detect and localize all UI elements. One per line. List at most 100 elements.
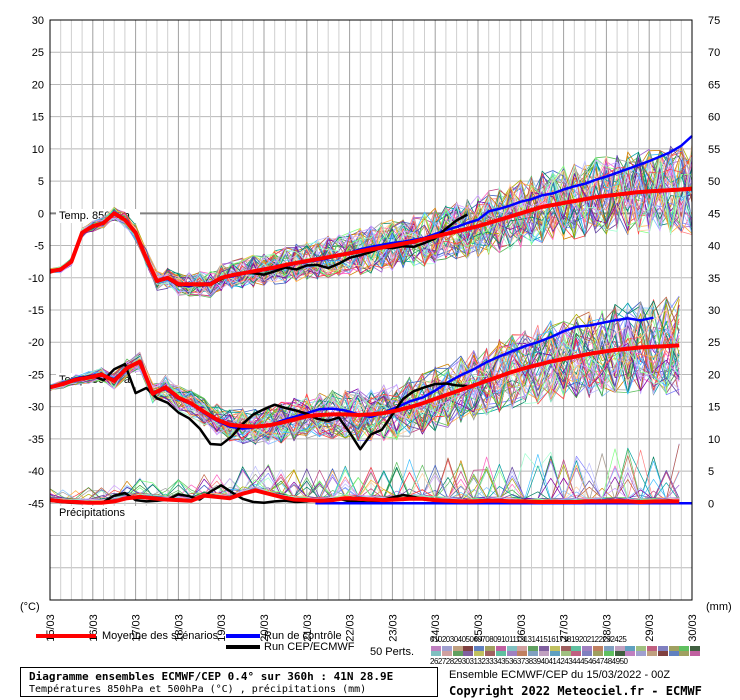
- member-swatch: [647, 651, 657, 656]
- legend-control-swatch: [226, 634, 260, 638]
- main-series: [49, 135, 693, 505]
- member-swatch: [549, 646, 560, 651]
- member-precip-line: [49, 476, 680, 502]
- legend-run-label: Run CEP/ECMWF: [264, 641, 355, 653]
- x-tick-label: 17/03: [131, 614, 143, 642]
- member-swatch: [668, 646, 679, 651]
- member-swatch: [679, 651, 690, 656]
- member-swatch: [647, 646, 657, 651]
- right-tick-label: 30: [708, 305, 720, 317]
- x-tick-label: 29/03: [644, 614, 656, 642]
- copyright: Copyright 2022 Meteociel.fr - ECMWF: [449, 684, 702, 698]
- chart-title: Diagramme ensembles ECMWF/CEP 0.4° sur 3…: [29, 670, 394, 683]
- member-swatch: [636, 646, 647, 651]
- left-tick-label: -45: [28, 498, 44, 510]
- left-tick-label: 5: [38, 176, 44, 188]
- left-tick-label: 10: [32, 144, 44, 156]
- member-swatch: [528, 646, 539, 651]
- run-t500-line: [49, 362, 468, 451]
- legend-mean-swatch: [36, 634, 96, 638]
- x-tick-label: 23/03: [387, 614, 399, 642]
- mean-precip-line: [49, 488, 680, 505]
- member-swatch: [441, 651, 452, 656]
- member-swatch: [593, 651, 603, 656]
- member-swatch: [614, 646, 625, 651]
- member-swatch: [517, 646, 528, 651]
- source-line: Ensemble ECMWF/CEP du 15/03/2022 - 00Z: [449, 669, 671, 681]
- right-tick-label: 70: [708, 47, 720, 59]
- member-swatch: [431, 646, 441, 651]
- member-swatch: [452, 651, 463, 656]
- member-swatch: [625, 651, 636, 656]
- perturbations-label: 50 Perts.: [370, 646, 415, 658]
- member-swatch: [668, 651, 679, 656]
- member-numbers-row2: 2627282930313233343536373839404142434445…: [430, 657, 628, 666]
- right-tick-label: 75: [708, 15, 720, 27]
- left-unit-label: (°C): [20, 601, 40, 613]
- member-t850-line: [49, 156, 693, 294]
- left-tick-label: 25: [32, 47, 44, 59]
- left-tick-label: 30: [32, 15, 44, 27]
- x-tick-label: 18/03: [173, 614, 185, 642]
- chart-title-box: Diagramme ensembles ECMWF/CEP 0.4° sur 3…: [20, 667, 438, 697]
- x-tick-label: 24/03: [430, 614, 442, 642]
- x-tick-label: 27/03: [559, 614, 571, 642]
- member-swatch: [474, 646, 485, 651]
- x-tick-label: 26/03: [516, 614, 528, 642]
- right-tick-label: 45: [708, 208, 720, 220]
- right-tick-label: 20: [708, 369, 720, 381]
- member-swatch: [549, 651, 560, 656]
- x-tick-label: 30/03: [687, 614, 699, 642]
- member-swatch: [485, 651, 495, 656]
- member-swatch: [593, 646, 603, 651]
- right-tick-label: 5: [708, 466, 714, 478]
- x-tick-label: 25/03: [473, 614, 485, 642]
- mean-t500-line: [49, 343, 680, 429]
- left-tick-label: -20: [28, 337, 44, 349]
- member-t500-line: [49, 332, 680, 441]
- member-swatch: [582, 651, 593, 656]
- member-t500-line: [49, 309, 680, 443]
- member-swatch: [539, 651, 549, 656]
- right-tick-label: 25: [708, 337, 720, 349]
- left-tick-label: -5: [34, 241, 44, 253]
- right-tick-label: 50: [708, 176, 720, 188]
- legend-control-label: Run de contrôle: [264, 630, 342, 642]
- member-swatch: [690, 651, 701, 656]
- x-tick-label: 20/03: [259, 614, 271, 642]
- right-tick-label: 60: [708, 112, 720, 124]
- precip-label: Précipitations: [59, 507, 126, 519]
- member-swatch: [625, 646, 636, 651]
- member-swatch: [474, 651, 485, 656]
- member-swatch: [539, 646, 549, 651]
- member-swatch: [571, 651, 582, 656]
- right-tick-label: 65: [708, 79, 720, 91]
- member-swatch: [495, 651, 506, 656]
- member-swatch: [603, 646, 614, 651]
- mean-t850-line: [49, 186, 693, 287]
- right-tick-label: 40: [708, 241, 720, 253]
- left-tick-label: 15: [32, 112, 44, 124]
- member-swatch: [571, 646, 582, 651]
- left-tick-label: -10: [28, 273, 44, 285]
- chart-subtitle: Températures 850hPa et 500hPa (°C) , pré…: [29, 684, 367, 695]
- member-swatch: [485, 646, 495, 651]
- x-tick-label: 22/03: [345, 614, 357, 642]
- member-swatch: [463, 646, 474, 651]
- member-swatch: [431, 651, 441, 656]
- right-tick-label: 0: [708, 498, 714, 510]
- left-tick-label: -15: [28, 305, 44, 317]
- right-tick-label: 35: [708, 273, 720, 285]
- left-tick-label: -30: [28, 402, 44, 414]
- right-tick-label: 10: [708, 434, 720, 446]
- member-swatch: [452, 646, 463, 651]
- member-swatch: [506, 651, 517, 656]
- member-swatch: [441, 646, 452, 651]
- member-swatch: [517, 651, 528, 656]
- axes: 302520151050-5-10-15-20-25-30-35-40-4575…: [28, 15, 720, 642]
- member-swatch: [636, 651, 647, 656]
- left-tick-label: -35: [28, 434, 44, 446]
- member-swatch: [506, 646, 517, 651]
- member-t850-line: [49, 151, 693, 294]
- member-swatch: [528, 651, 539, 656]
